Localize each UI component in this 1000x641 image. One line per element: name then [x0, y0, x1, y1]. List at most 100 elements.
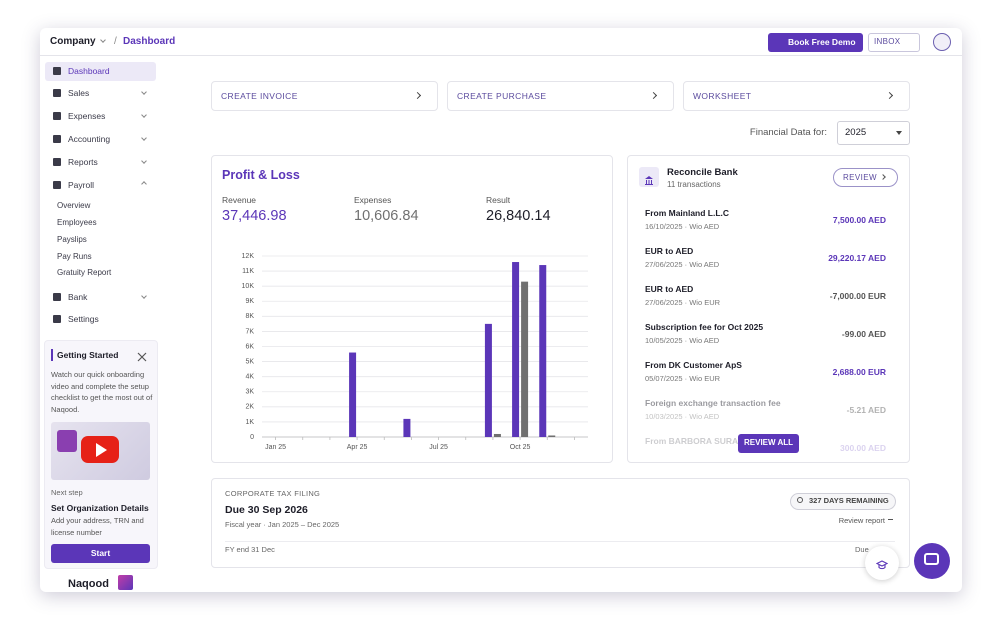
y-tick-label: 3K	[245, 389, 254, 396]
chat-icon	[924, 553, 939, 565]
action-button[interactable]	[447, 81, 674, 111]
close-icon[interactable]	[137, 349, 147, 362]
gs-next-label: Next step	[51, 488, 83, 497]
nav-icon	[53, 181, 61, 189]
help-button[interactable]	[865, 546, 899, 580]
review-button[interactable]	[833, 168, 898, 187]
play-icon	[96, 443, 107, 457]
inbox-button[interactable]	[868, 33, 920, 52]
y-tick-label: 9K	[245, 298, 254, 305]
nav-icon	[53, 315, 61, 323]
nav-item[interactable]: Reports	[68, 157, 98, 167]
nav-subitem[interactable]: Gratuity Report	[57, 268, 112, 277]
video-thumbnail[interactable]	[51, 422, 150, 480]
y-tick-label: 5K	[245, 358, 254, 365]
bar	[521, 281, 529, 437]
metric-label: Result	[486, 195, 511, 205]
nav-item[interactable]: Dashboard	[68, 66, 110, 76]
breadcrumb-separator: /	[114, 36, 117, 47]
tax-card	[211, 478, 910, 568]
action-label[interactable]: CREATE INVOICE	[221, 91, 298, 101]
action-label[interactable]: WORKSHEET	[693, 91, 752, 101]
review-label[interactable]: REVIEW	[843, 173, 877, 182]
thumb-logo	[57, 430, 77, 452]
nav-item[interactable]: Settings	[68, 314, 99, 324]
tax-divider	[225, 541, 895, 542]
transaction-name[interactable]: From Mainland L.L.C	[645, 208, 730, 218]
transaction-name[interactable]: Foreign exchange transaction fee	[645, 398, 781, 408]
start-button[interactable]	[51, 544, 150, 563]
x-tick-label: Apr 25	[347, 444, 368, 451]
transaction-name[interactable]: EUR to AED	[645, 246, 694, 256]
action-button[interactable]	[683, 81, 910, 111]
gs-next-title: Set Organization Details	[51, 503, 149, 513]
metric-label: Revenue	[222, 195, 257, 205]
chat-button[interactable]	[914, 543, 950, 579]
metric-label: Expenses	[354, 195, 392, 205]
start-label[interactable]: Start	[90, 548, 111, 558]
nav-subitem[interactable]: Employees	[57, 218, 97, 227]
select-caret	[896, 131, 902, 135]
bar	[493, 433, 501, 437]
y-tick-label: 10K	[242, 283, 255, 290]
action-button[interactable]	[211, 81, 438, 111]
pl-card	[211, 155, 613, 463]
top-bar	[40, 28, 962, 56]
logo-text: Naqood	[68, 578, 109, 590]
nav-subitem[interactable]: Pay Runs	[57, 252, 92, 261]
nav-icon	[53, 89, 61, 97]
transaction-meta: 05/07/2025 · Wio EUR	[645, 374, 721, 383]
nav-item[interactable]: Sales	[68, 88, 90, 98]
avatar[interactable]	[933, 33, 951, 51]
nav-item[interactable]: Payroll	[68, 180, 94, 190]
x-tick-label: Oct 25	[510, 444, 531, 451]
metric-value: 26,840.14	[486, 208, 551, 224]
inbox-label[interactable]: INBOX	[874, 37, 901, 46]
nav-subitem[interactable]: Overview	[57, 201, 91, 210]
help-glyph	[875, 557, 889, 570]
y-tick-label: 6K	[245, 343, 254, 350]
tax-fiscal: Fiscal year · Jan 2025 – Dec 2025	[225, 520, 340, 529]
reconcile-subtitle: 11 transactions	[667, 180, 721, 189]
tax-fy-end: FY end 31 Dec	[225, 545, 275, 554]
bar	[349, 352, 357, 437]
nav-item[interactable]: Expenses	[68, 111, 106, 121]
demo-label[interactable]: Book Free Demo	[788, 37, 856, 47]
demo-button[interactable]	[768, 33, 863, 52]
transaction-amount: 7,500.00 AED	[832, 215, 886, 225]
nav-item[interactable]: Accounting	[68, 134, 111, 144]
reconcile-title: Reconcile Bank	[667, 167, 738, 178]
review-all-button[interactable]	[738, 434, 799, 453]
review-all-label[interactable]: REVIEW ALL	[744, 438, 794, 447]
nav-item[interactable]: Bank	[68, 292, 88, 302]
transaction-amount: 300.00 AED	[840, 443, 886, 453]
transaction-name[interactable]: From DK Customer ApS	[645, 360, 742, 370]
year-value[interactable]: 2025	[845, 127, 867, 138]
gs-text: Watch our quick onboarding video and com…	[51, 370, 153, 414]
transaction-name[interactable]: EUR to AED	[645, 284, 694, 294]
cap-icon	[875, 560, 889, 570]
x-tick-label: Jul 25	[429, 444, 448, 451]
y-tick-label: 12K	[242, 253, 255, 260]
nav-icon	[53, 293, 61, 301]
tax-review[interactable]: Review report	[838, 516, 885, 525]
bar	[512, 262, 520, 437]
tax-due: Due 30 Sep 2026	[225, 504, 308, 516]
pl-title: Profit & Loss	[222, 168, 300, 182]
metric-value: 10,606.84	[354, 208, 419, 224]
transaction-amount: 29,220.17 AED	[828, 253, 886, 263]
y-tick-label: 7K	[245, 328, 254, 335]
transaction-name[interactable]: Subscription fee for Oct 2025	[645, 322, 764, 332]
year-select[interactable]	[837, 121, 910, 145]
action-label[interactable]: CREATE PURCHASE	[457, 91, 547, 101]
tax-remaining: 327 DAYS REMAINING	[809, 496, 889, 505]
bar	[539, 265, 547, 437]
company[interactable]: Company	[50, 36, 96, 47]
transaction-meta: 27/06/2025 · Wio EUR	[645, 298, 721, 307]
gs-next-text: Add your address, TRN and license number	[51, 516, 144, 537]
x-tick-label: Jan 25	[265, 444, 286, 451]
transaction-name[interactable]: From BARBORA SURA	[645, 436, 739, 446]
bank-glyph-svg	[645, 176, 653, 185]
nav-subitem[interactable]: Payslips	[57, 235, 87, 244]
y-tick-label: 4K	[245, 374, 254, 381]
